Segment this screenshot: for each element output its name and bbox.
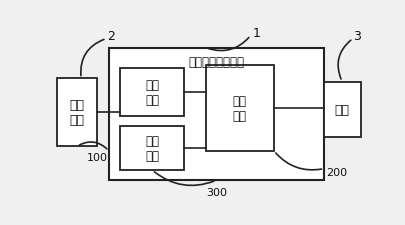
- Bar: [120, 127, 183, 170]
- Text: 助听线圈检测装置: 助听线圈检测装置: [188, 56, 244, 69]
- Text: 转换
模块: 转换 模块: [145, 79, 159, 107]
- Text: 100: 100: [87, 152, 108, 162]
- Text: 300: 300: [206, 187, 226, 197]
- Bar: [323, 82, 360, 137]
- Bar: [109, 48, 324, 180]
- Text: 耳机: 耳机: [334, 103, 349, 116]
- Bar: [120, 69, 183, 117]
- Text: 1: 1: [252, 27, 260, 40]
- Text: 开关
模块: 开关 模块: [145, 135, 159, 162]
- Text: 待测
终端: 待测 终端: [69, 99, 84, 127]
- Bar: [57, 79, 97, 147]
- Text: 2: 2: [107, 30, 115, 43]
- Bar: [205, 65, 273, 151]
- Text: 200: 200: [325, 168, 346, 178]
- Text: 放大
模块: 放大 模块: [232, 94, 246, 122]
- Text: 3: 3: [352, 30, 360, 43]
